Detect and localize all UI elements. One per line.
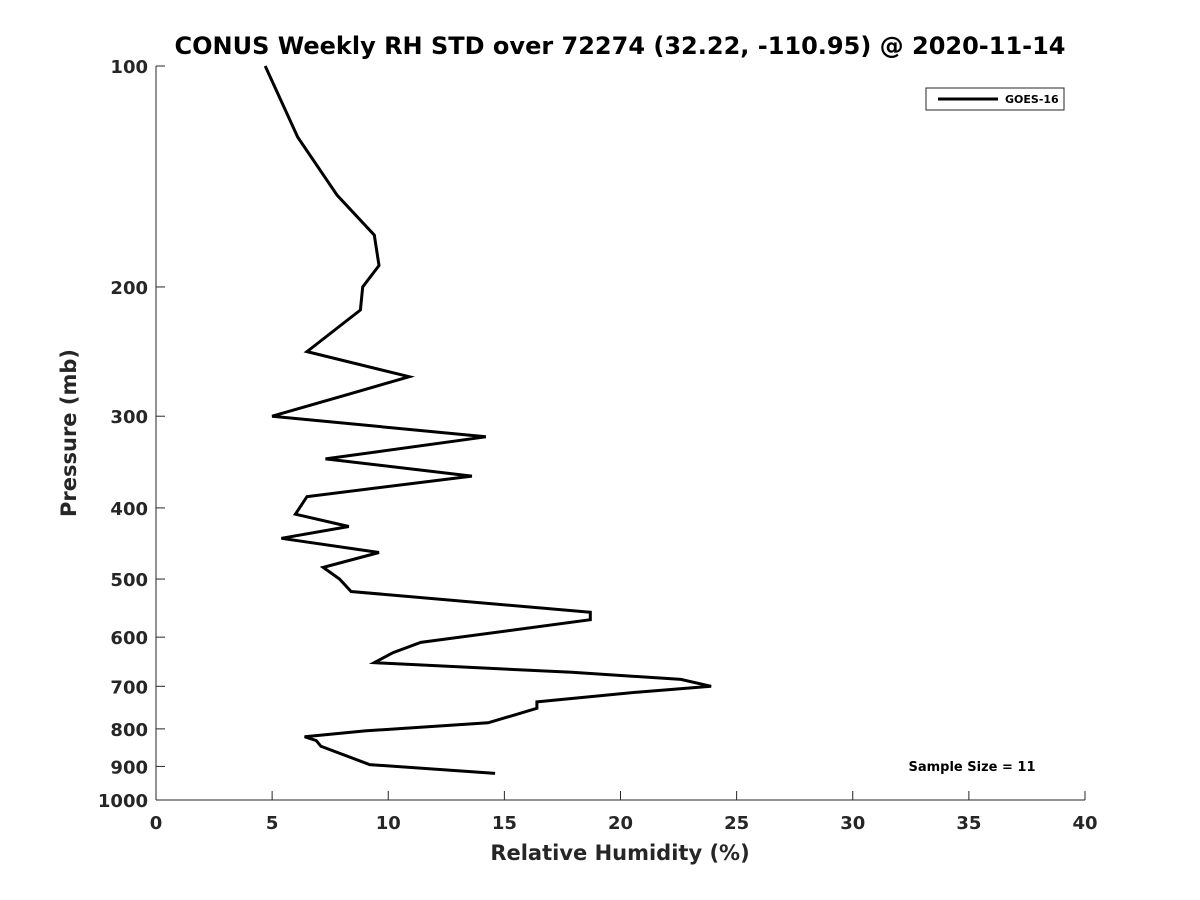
y-tick-label: 100 bbox=[110, 57, 148, 78]
y-axis-label: Pressure (mb) bbox=[57, 349, 81, 517]
x-tick-label: 15 bbox=[492, 813, 517, 834]
x-axis-label: Relative Humidity (%) bbox=[490, 841, 749, 865]
y-tick-label: 900 bbox=[110, 757, 148, 778]
y-ticks: 100 200 300 400 500 600 700 800 900 1000 bbox=[98, 57, 165, 812]
sample-size-annotation: Sample Size = 11 bbox=[908, 760, 1035, 775]
series-line-goes-16 bbox=[263, 65, 712, 775]
y-tick-label: 400 bbox=[110, 499, 148, 520]
y-tick-label: 200 bbox=[110, 278, 148, 299]
x-tick-label: 0 bbox=[150, 813, 163, 834]
x-tick-label: 10 bbox=[376, 813, 401, 834]
x-tick-label: 25 bbox=[724, 813, 749, 834]
x-ticks: 0 5 10 15 20 25 30 35 40 bbox=[150, 791, 1098, 834]
y-tick-label: 300 bbox=[110, 407, 148, 428]
y-tick-label: 700 bbox=[110, 677, 148, 698]
y-tick-label: 500 bbox=[110, 570, 148, 591]
x-tick-label: 5 bbox=[266, 813, 279, 834]
chart-title: CONUS Weekly RH STD over 72274 (32.22, -… bbox=[174, 32, 1065, 60]
x-tick-label: 30 bbox=[840, 813, 865, 834]
x-tick-label: 35 bbox=[956, 813, 981, 834]
legend: GOES-16 bbox=[925, 87, 1065, 111]
y-tick-label: 800 bbox=[110, 720, 148, 741]
legend-label: GOES-16 bbox=[1005, 93, 1059, 106]
y-tick-label: 1000 bbox=[98, 791, 148, 812]
x-tick-label: 40 bbox=[1072, 813, 1097, 834]
y-tick-label: 600 bbox=[110, 628, 148, 649]
x-tick-label: 20 bbox=[608, 813, 633, 834]
